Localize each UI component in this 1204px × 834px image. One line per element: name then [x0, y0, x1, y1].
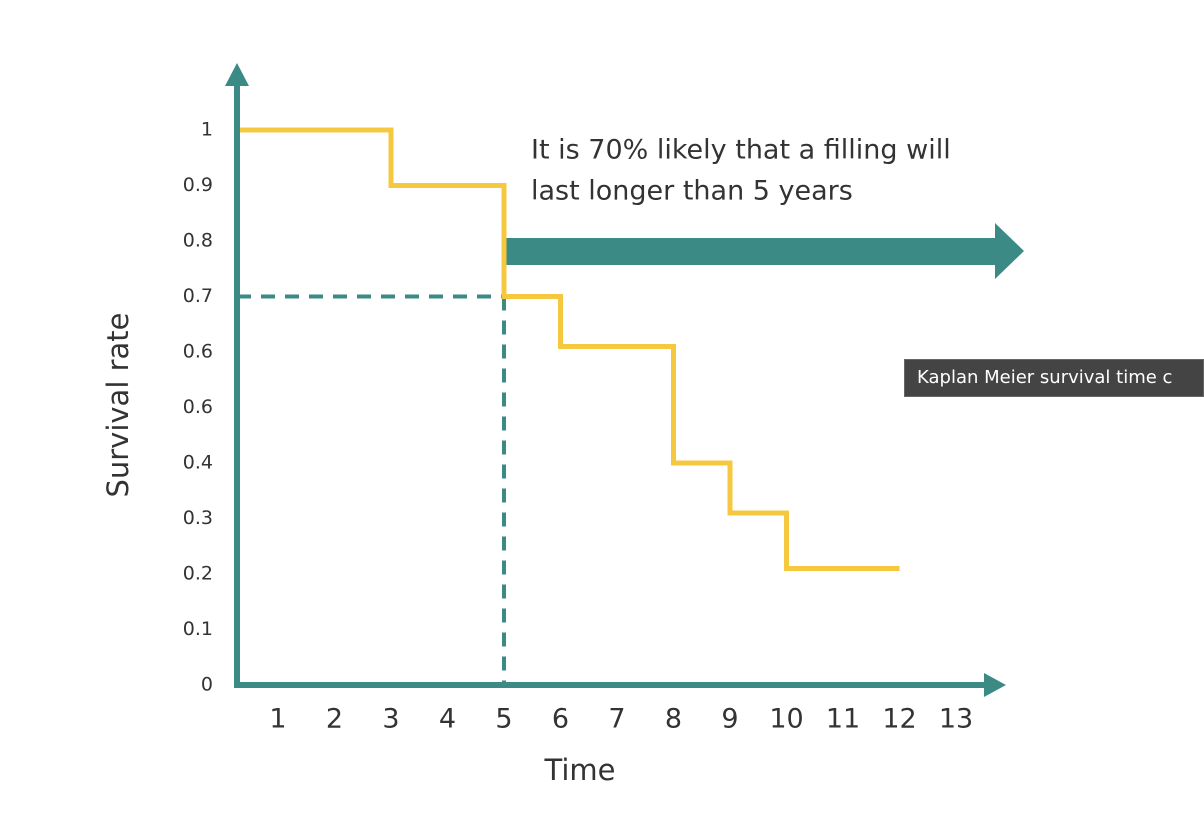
y-tick-label: 0.6: [183, 341, 213, 363]
annotation: last longer than 5 years: [531, 176, 853, 207]
y-axis-arrow: [225, 63, 249, 86]
y-tick-label: 0.2: [183, 563, 213, 585]
x-tick-label: 8: [665, 704, 682, 735]
y-axis-title: Survival rate: [101, 312, 135, 497]
x-tick-label: 7: [608, 704, 625, 735]
x-axis-arrow: [984, 673, 1006, 697]
x-tick-label: 1: [269, 704, 286, 735]
y-tick-label: 0.7: [183, 285, 213, 307]
x-tick-label: 3: [382, 704, 399, 735]
y-tick-label: 0: [201, 674, 213, 696]
x-tick-label: 6: [552, 704, 569, 735]
x-axis-title: Time: [544, 753, 616, 787]
y-tick-label: 0.3: [183, 507, 213, 529]
y-tick-label: 0.6: [183, 396, 213, 418]
annotation: It is 70% likely that a filling will: [531, 135, 951, 166]
arrow-head: [995, 223, 1024, 279]
x-tick-label: 9: [721, 704, 738, 735]
arrow-body: [505, 238, 1000, 265]
y-tick-label: 0.9: [183, 174, 213, 196]
x-tick-label: 2: [326, 704, 343, 735]
y-tick-label: 0.8: [183, 230, 213, 252]
y-tick-label: 1: [201, 119, 213, 141]
tooltip: Kaplan Meier survival time c: [904, 359, 1204, 397]
x-tick-label: 5: [495, 704, 512, 735]
x-tick-label: 4: [439, 704, 456, 735]
x-tick-label: 10: [769, 704, 803, 735]
y-tick-label: 0.1: [183, 618, 213, 640]
y-tick-label: 0.4: [183, 452, 213, 474]
x-tick-label: 11: [826, 704, 860, 735]
x-tick-label: 12: [882, 704, 916, 735]
x-tick-label: 13: [939, 704, 973, 735]
